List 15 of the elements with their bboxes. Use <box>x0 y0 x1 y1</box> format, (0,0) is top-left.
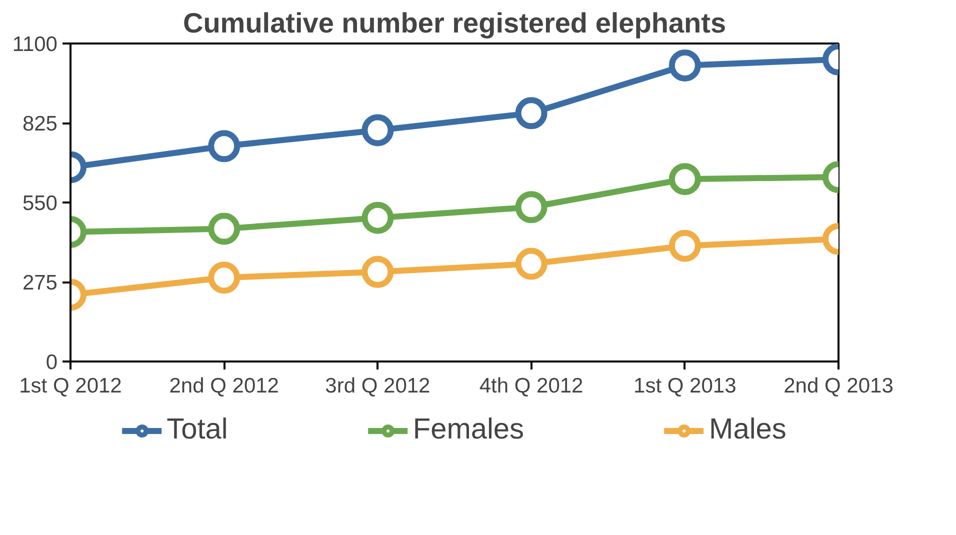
x-tick-label: 3rd Q 2012 <box>325 374 430 398</box>
x-tick-label: 2nd Q 2013 <box>784 374 894 398</box>
chart-title: Cumulative number registered elephants <box>182 8 726 38</box>
legend-label: Females <box>412 414 524 446</box>
y-tick-label: 550 <box>22 192 58 215</box>
legend-label: Total <box>166 414 228 446</box>
x-tick-label: 1st Q 2012 <box>19 374 122 398</box>
x-tick-label: 4th Q 2012 <box>479 374 584 398</box>
x-tick-label: 1st Q 2013 <box>634 374 736 398</box>
y-tick-label: 825 <box>22 112 58 136</box>
y-tick-label: 0 <box>46 351 58 374</box>
y-tick-label: 275 <box>22 272 58 294</box>
y-tick-label: 1100 <box>12 33 58 56</box>
x-tick-label: 2nd Q 2012 <box>169 374 279 398</box>
legend-label: Males <box>709 414 786 446</box>
